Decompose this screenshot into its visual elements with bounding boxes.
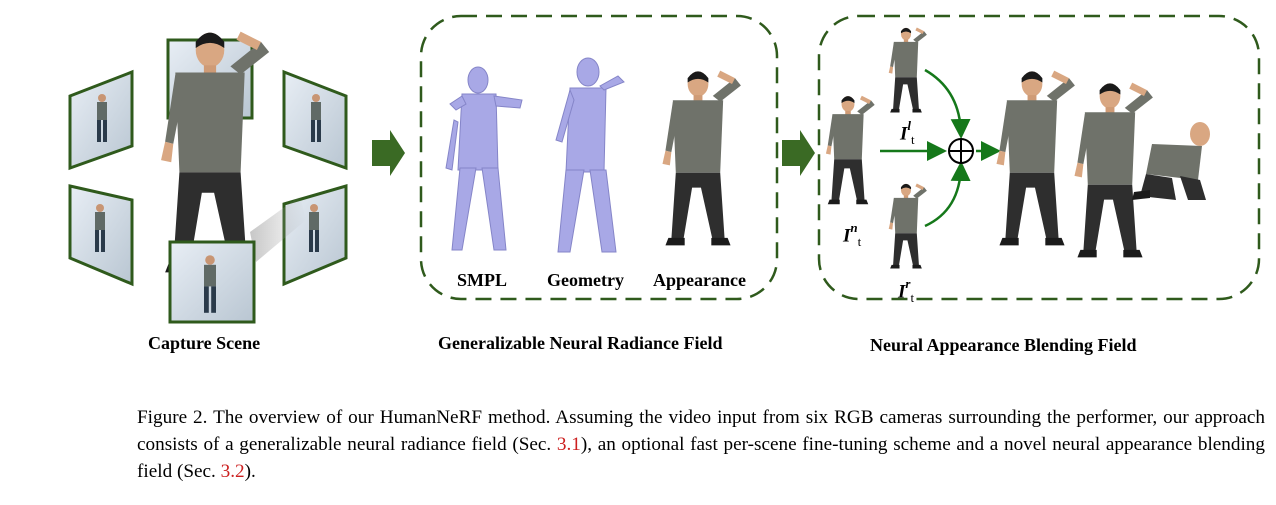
capture-scene — [68, 31, 348, 324]
section-label-gnrf: Generalizable Neural Radiance Field — [438, 333, 723, 353]
left-view-person — [888, 27, 927, 113]
camera-view-right-top — [282, 69, 348, 171]
geometry-mesh — [555, 57, 625, 253]
caption-text-2: ), an optional fast per-scene fine-tunin… — [137, 434, 1265, 482]
figure-caption: Figure 2. The overview of our HumanNeRF … — [137, 404, 1265, 485]
caption-text-3: ). — [244, 461, 256, 482]
smpl-mesh — [445, 66, 523, 251]
flow-arrow-1 — [372, 130, 405, 176]
floor-shadow — [250, 196, 306, 262]
output-render-2 — [1074, 82, 1153, 258]
math-label-novel-view: Int — [843, 220, 862, 250]
right-view-person — [888, 183, 927, 269]
camera-view-left-top — [68, 69, 134, 171]
mesh-label-smpl: SMPL — [457, 270, 508, 290]
blend-arrows — [880, 68, 1001, 228]
overview-figure — [68, 14, 1261, 324]
section-ref-3-1[interactable]: 3.1 — [556, 434, 581, 455]
section-label-nabf: Neural Appearance Blending Field — [870, 335, 1137, 355]
math-label-right-view: Irt — [898, 276, 915, 306]
caption-text-1: Figure 2. The overview of our HumanNeRF … — [137, 407, 1265, 455]
flow-arrow-2 — [782, 130, 815, 176]
output-render-3 — [1132, 122, 1210, 200]
mesh-label-geometry: Geometry — [547, 270, 624, 290]
camera-view-left-bottom — [68, 184, 134, 287]
camera-view-bottom — [168, 240, 256, 324]
math-label-left-view: Ilt — [900, 118, 915, 148]
appearance-render — [662, 70, 741, 246]
section-label-capture-scene: Capture Scene — [148, 333, 261, 353]
blend-operator-icon — [948, 138, 974, 164]
novel-view-person — [825, 95, 875, 205]
nabf-frame — [817, 14, 1261, 301]
output-render-1 — [996, 70, 1075, 246]
section-ref-3-2[interactable]: 3.2 — [220, 461, 245, 482]
gnrf-frame — [419, 14, 779, 301]
camera-view-right-bottom — [282, 184, 348, 287]
mesh-label-appearance: Appearance — [653, 270, 746, 290]
